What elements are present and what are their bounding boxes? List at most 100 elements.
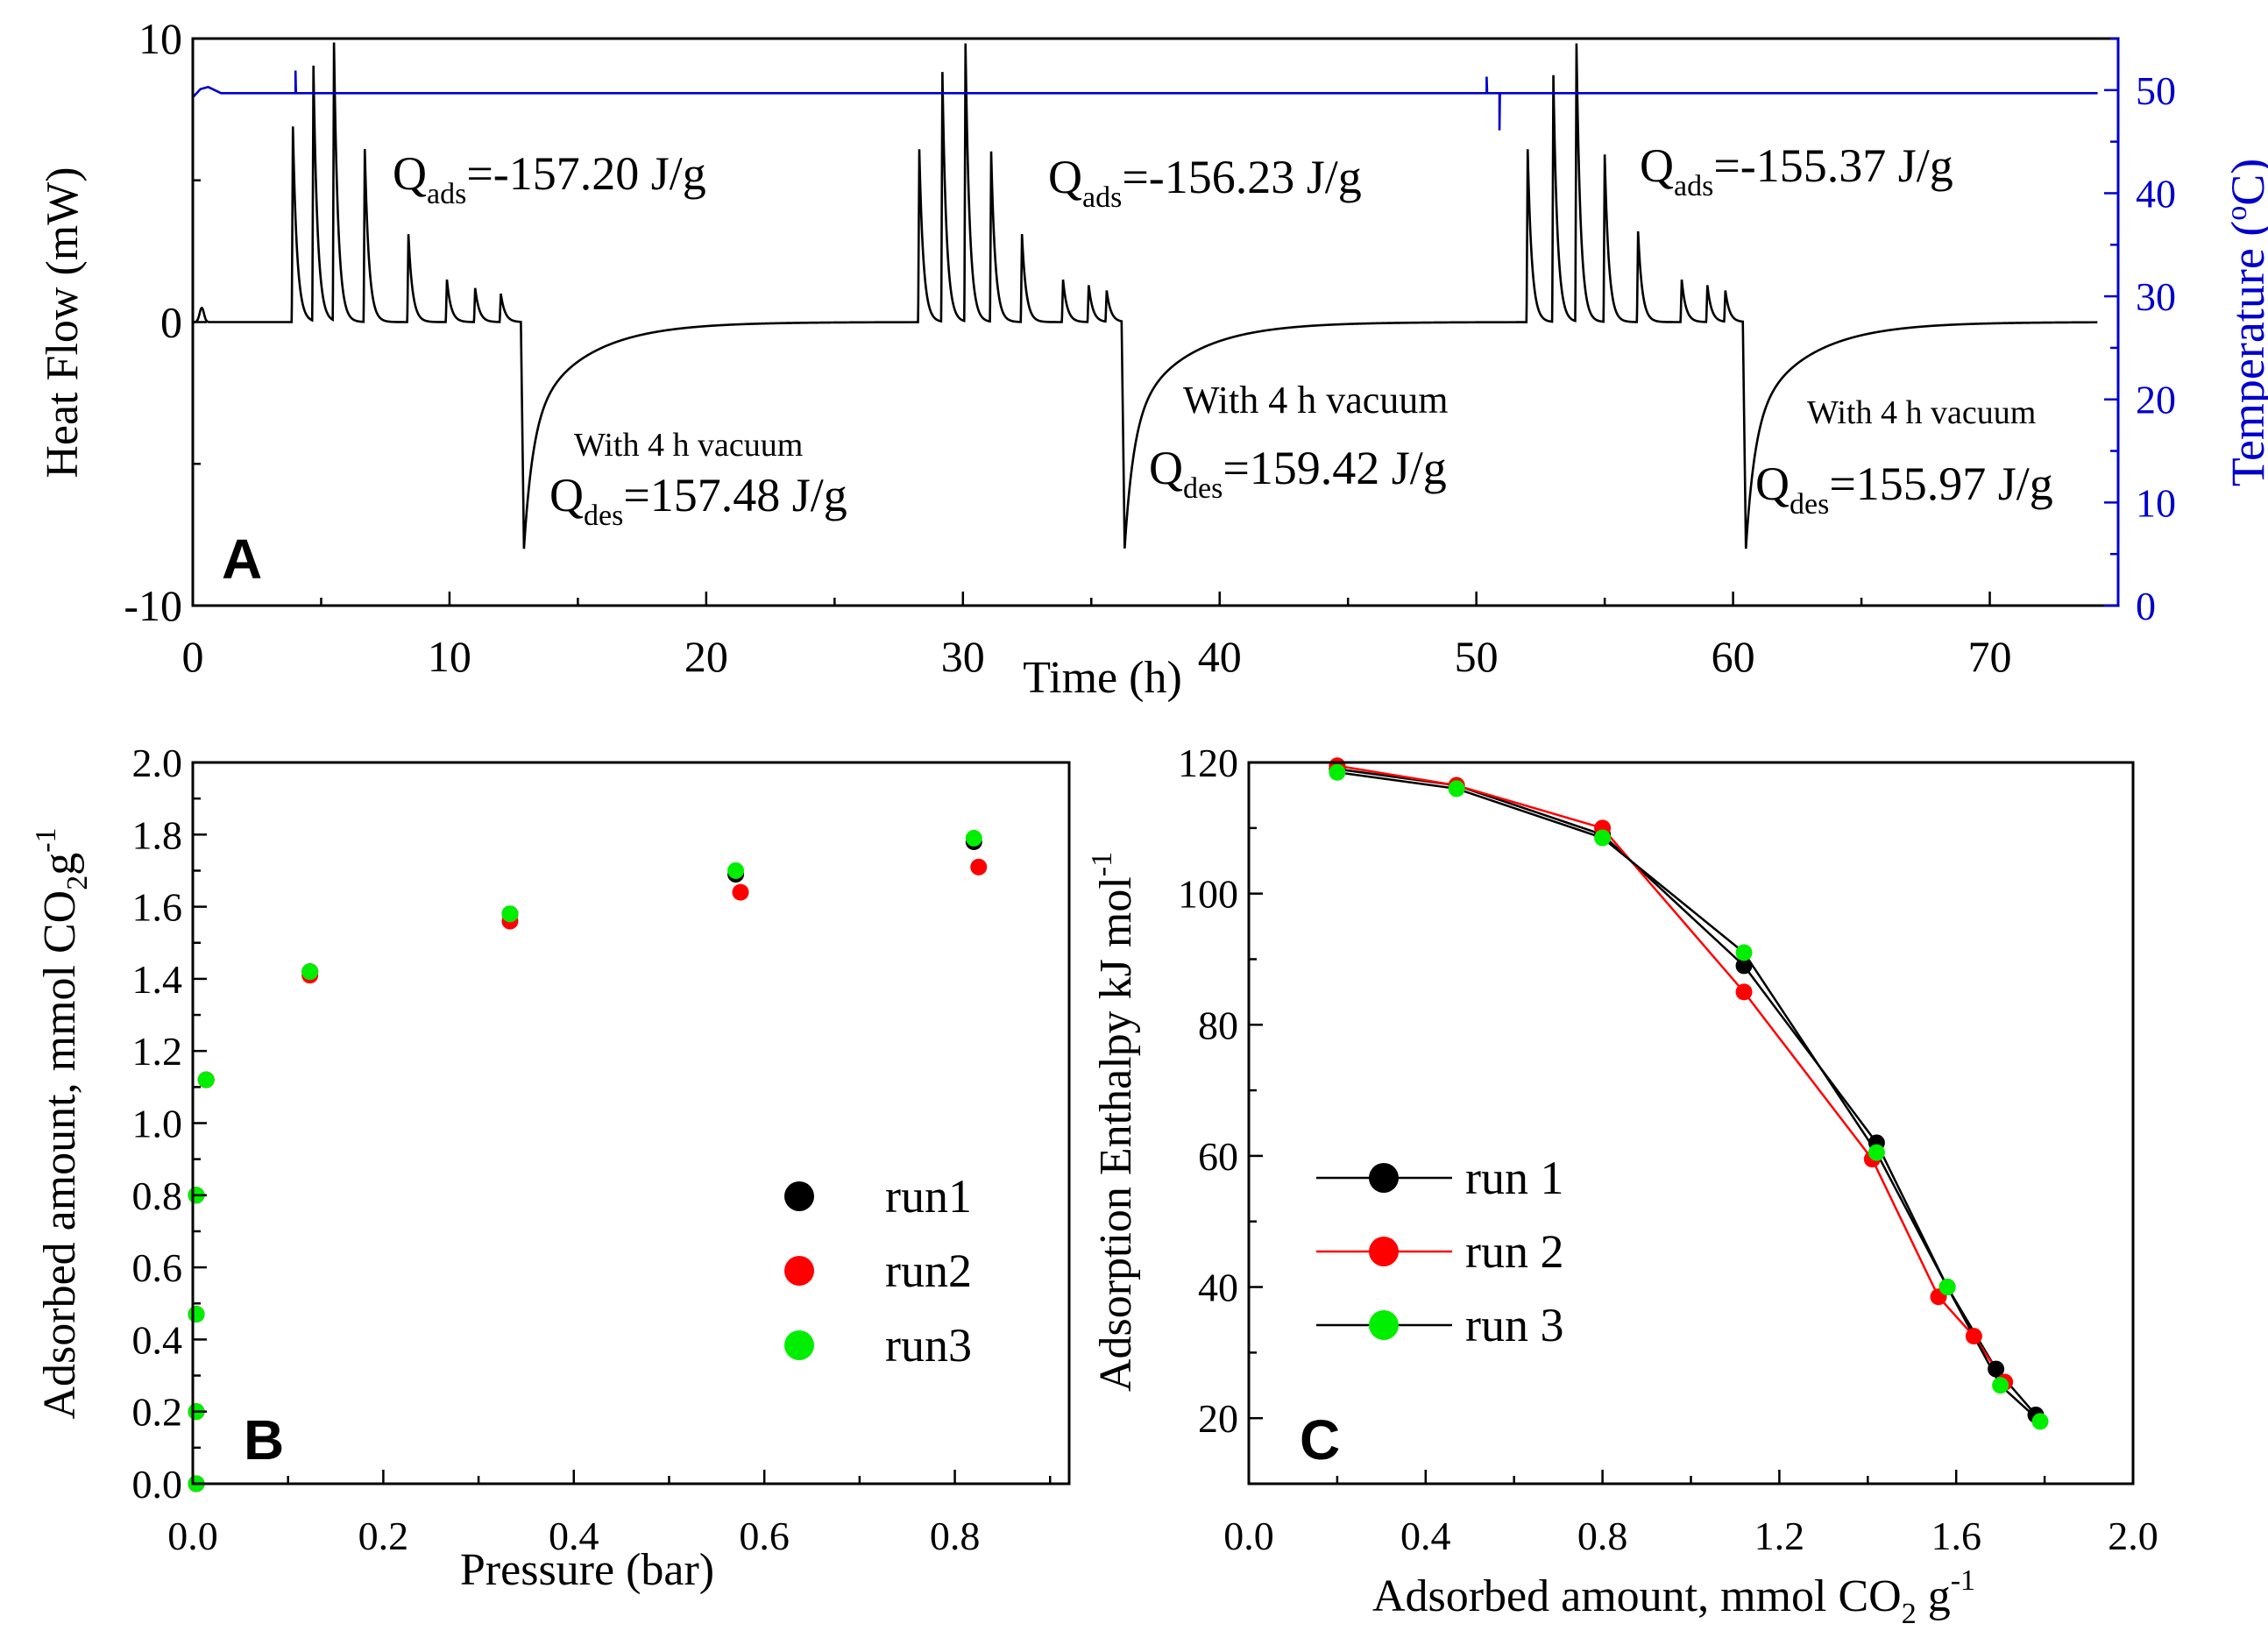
x-tick-label: 70	[1968, 632, 2012, 681]
legend-label-run3: run 3	[1465, 1299, 1563, 1351]
panel-a-x-axis-label: Time (h)	[1023, 653, 1182, 703]
series-point-run3	[1448, 780, 1465, 798]
panel-b-legend: run1 run2 run3	[784, 1170, 972, 1372]
y-tick-label: 60	[1198, 1134, 1238, 1179]
scatter-point-run3	[965, 829, 982, 847]
y-tick-label: -10	[124, 581, 182, 630]
series-point-run1	[1735, 957, 1753, 975]
x-tick-label: 60	[1712, 632, 1755, 681]
panel-c-x-axis-label: Adsorbed amount, mmol CO2 g-1	[1372, 1564, 1975, 1630]
panel-a-temperature-axis-label: Temperature (oC)	[2221, 159, 2268, 487]
panel-a-vacuum-note-1: With 4 h vacuum	[574, 427, 803, 464]
panel-a-qdes-2: Qdes=159.42 J/g	[1149, 442, 1447, 505]
x-tick-label: 0.0	[167, 1514, 218, 1558]
panel-b-isotherm-chart: 0.0 0.2 0.4 0.6 0.8 0.0 0.2 0.4 0.6 0.8 1.0 1.2 1.4…	[30, 741, 1071, 1595]
panel-b-y-ticks: 0.0 0.2 0.4 0.6 0.8 1.0 1.2 1.4 1.6 1.8 2.0	[132, 741, 207, 1507]
temperature-tick-label: 0	[2136, 584, 2156, 628]
panel-a-plot-content	[192, 42, 2098, 550]
legend-marker-run2	[1369, 1237, 1399, 1266]
x-tick-label: 1.2	[1754, 1514, 1805, 1558]
panel-a-vacuum-note-3: With 4 h vacuum	[1807, 394, 2036, 431]
panel-a-vacuum-note-2: With 4 h vacuum	[1183, 379, 1449, 422]
y-tick-label: 100	[1178, 872, 1238, 917]
legend-label-run3: run3	[885, 1319, 972, 1372]
panel-a-x-ticks: 0 10 20 30 40 50 60 70	[182, 592, 2012, 681]
panel-a-y-axis-label: Heat Flow (mW)	[38, 167, 88, 478]
scatter-point-run2	[732, 883, 749, 901]
series-point-run1	[1988, 1360, 2005, 1378]
legend-label-run2: run2	[885, 1244, 972, 1297]
x-tick-label: 0.4	[1400, 1514, 1451, 1558]
y-tick-label: 0.2	[132, 1390, 183, 1435]
heat-flow-line	[192, 42, 2098, 550]
temperature-tick-label: 50	[2136, 68, 2176, 113]
panel-b-x-ticks: 0.0 0.2 0.4 0.6 0.8	[167, 1470, 1052, 1558]
legend-label-run2: run 2	[1465, 1225, 1563, 1278]
series-point-run3	[1992, 1377, 2009, 1394]
panel-b-x-axis-label: Pressure (bar)	[460, 1545, 714, 1595]
x-tick-label: 40	[1198, 632, 1242, 681]
y-tick-label: 0.4	[132, 1317, 183, 1362]
x-tick-label: 0.6	[739, 1514, 790, 1558]
series-line-run2	[1336, 764, 2006, 1383]
series-point-run3	[2031, 1413, 2049, 1430]
scatter-point-run3	[501, 905, 519, 923]
panel-c-enthalpy-chart: 0.0 0.4 0.8 1.2 1.6 2.0 20 40 60 80 100 120 Adsorb…	[1086, 741, 2158, 1630]
panel-a-letter: A	[222, 528, 262, 591]
y-tick-label: 0.8	[132, 1173, 183, 1218]
scatter-point-run3	[727, 861, 745, 879]
y-tick-label: 1.2	[132, 1029, 183, 1074]
panel-c-plot-content	[1329, 757, 2049, 1430]
scatter-point-run2	[970, 858, 988, 876]
series-point-run3	[1594, 829, 1612, 847]
panel-c-y-ticks: 20 40 60 80 100 120	[1178, 741, 1263, 1485]
temperature-tick-label: 30	[2136, 274, 2176, 319]
panel-c-legend: run 1 run 2 run 3	[1316, 1152, 1563, 1351]
temperature-tick-label: 40	[2136, 171, 2176, 216]
panel-b-y-axis-label: Adsorbed amount, mmol CO2g-1	[30, 827, 94, 1419]
temperature-tick-label: 20	[2136, 378, 2176, 422]
y-tick-label: 0.0	[132, 1462, 183, 1507]
legend-marker-run3	[1369, 1310, 1399, 1340]
panel-a-qdes-1: Qdes=157.48 J/g	[549, 469, 847, 532]
legend-marker-run3	[784, 1330, 814, 1360]
y-tick-label: 0.6	[132, 1245, 183, 1290]
series-point-run3	[1868, 1144, 1885, 1161]
panel-c-x-ticks: 0.0 0.4 0.8 1.2 1.6 2.0	[1223, 1470, 2158, 1558]
x-tick-label: 0.8	[930, 1514, 981, 1558]
scatter-point-run3	[188, 1306, 205, 1323]
panel-b-letter: B	[244, 1408, 284, 1471]
series-point-run2	[1965, 1328, 1982, 1345]
series-point-run2	[1735, 983, 1753, 1001]
y-tick-label: 1.6	[132, 885, 183, 930]
y-tick-label: 1.4	[132, 957, 183, 1002]
legend-label-run1: run1	[885, 1170, 972, 1223]
y-tick-label: 2.0	[132, 741, 183, 785]
panel-a-qdes-3: Qdes=155.97 J/g	[1755, 457, 2053, 521]
x-tick-label: 0.8	[1577, 1514, 1628, 1558]
panel-a-qads-2: Qads=-156.23 J/g	[1048, 151, 1362, 214]
legend-marker-run2	[784, 1256, 814, 1286]
x-tick-label: 30	[941, 632, 985, 681]
panel-c-y-axis-label: Adsorption Enthalpy kJ mol-1	[1086, 852, 1141, 1392]
y-tick-label: 1.8	[132, 812, 183, 857]
x-tick-label: 10	[428, 632, 471, 681]
series-point-run3	[1938, 1279, 1956, 1296]
x-tick-label: 0.2	[358, 1514, 409, 1558]
x-tick-label: 20	[684, 632, 728, 681]
x-tick-label: 0.0	[1223, 1514, 1274, 1558]
y-tick-label: 120	[1178, 741, 1238, 785]
x-tick-label: 50	[1455, 632, 1499, 681]
series-point-run3	[1329, 763, 1346, 781]
y-tick-label: 0	[160, 298, 182, 347]
y-tick-label: 10	[138, 14, 182, 63]
temperature-tick-label: 10	[2136, 480, 2176, 525]
temperature-line	[192, 70, 2098, 131]
panel-a-qads-3: Qads=-155.37 J/g	[1640, 139, 1953, 202]
x-tick-label: 2.0	[2108, 1514, 2158, 1558]
scatter-point-run3	[197, 1071, 215, 1088]
x-tick-label: 0	[182, 632, 204, 681]
x-tick-label: 1.6	[1931, 1514, 1981, 1558]
